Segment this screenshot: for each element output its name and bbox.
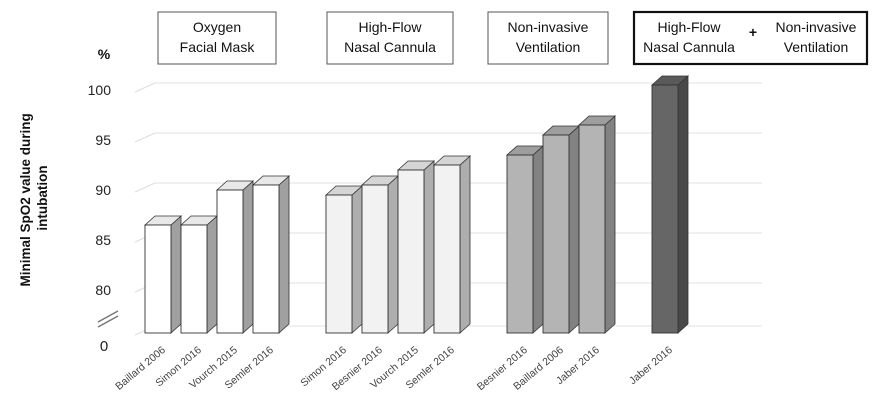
y-axis-title-line-2: intubation: [35, 165, 50, 230]
bar: [215, 180, 255, 334]
bar: [324, 185, 364, 334]
bar-front: [651, 84, 679, 334]
group-header-box: [632, 10, 869, 66]
y-axis: 80 85 90 95 100: [88, 82, 119, 328]
bar: [541, 125, 581, 334]
bar: [432, 155, 472, 334]
group-header-text: Non-invasive: [776, 19, 857, 35]
bar: [650, 75, 690, 334]
group-header: High-Flow Nasal Cannula + Non-invasive Venti…: [632, 10, 869, 66]
bar-side: [677, 75, 689, 334]
bar-front: [216, 189, 244, 334]
bar-front: [433, 164, 461, 334]
bar-front: [506, 154, 534, 334]
y-axis-unit: %: [98, 46, 111, 62]
bar: [577, 115, 617, 334]
gridline-depth: [134, 132, 156, 143]
axis-break-mark: [97, 310, 119, 328]
group-header-box: [326, 11, 454, 65]
group-header-box: [157, 11, 277, 65]
y-tick-label: 85: [95, 232, 111, 248]
group-header: Oxygen Facial Mask: [157, 11, 277, 65]
bar-front: [397, 169, 425, 334]
group-headers: Oxygen Facial Mask High-Flow Nasal Cannula N…: [157, 10, 869, 66]
y-axis-title: Minimal SpO2 value during intubation: [18, 109, 50, 286]
group-header-plus: +: [749, 24, 757, 40]
bar-front: [325, 194, 353, 334]
bar: [143, 215, 183, 334]
group-header-text: Oxygen: [193, 19, 241, 35]
bar-side: [278, 175, 290, 334]
bar-front: [361, 184, 389, 334]
x-category-label: Jaber 2016: [627, 344, 675, 387]
bar: [360, 175, 400, 334]
y-tick-label: 100: [88, 82, 112, 98]
bar-front: [542, 134, 570, 334]
group-header-text: Ventilation: [784, 39, 849, 55]
bar-side: [568, 125, 580, 334]
group-header-text: Nasal Cannula: [344, 39, 436, 55]
bar: [505, 145, 545, 334]
group-header-text: Facial Mask: [180, 39, 256, 55]
y-tick-label: 80: [95, 282, 111, 298]
bars: [143, 75, 690, 334]
group-header-text: Nasal Cannula: [643, 39, 735, 55]
group-header: High-Flow Nasal Cannula: [326, 11, 454, 65]
bar-side: [532, 145, 544, 334]
bar-front: [252, 184, 280, 334]
bar-side: [387, 175, 399, 334]
bar-front: [578, 124, 606, 334]
group-header-box: [487, 11, 609, 65]
bar-side: [459, 155, 471, 334]
group-header-text: High-Flow: [358, 19, 422, 35]
bar: [179, 215, 219, 334]
bar-side: [423, 160, 435, 334]
gridline-depth: [134, 82, 156, 93]
bar-side: [206, 215, 218, 334]
group-header-text: Ventilation: [516, 39, 581, 55]
group-header: Non-invasive Ventilation: [487, 11, 609, 65]
bar: [251, 175, 291, 334]
y-axis-title-line-1: Minimal SpO2 value during: [18, 113, 33, 286]
y-axis-zero-label: 0: [100, 338, 108, 355]
group-header-text: Non-invasive: [508, 19, 589, 35]
bar: [396, 160, 436, 334]
bar-side: [242, 180, 254, 334]
bar-side: [604, 115, 616, 334]
bar-side: [170, 215, 182, 334]
y-tick-label: 95: [95, 132, 111, 148]
bar-side: [351, 185, 363, 334]
bar-front: [180, 224, 208, 334]
bar-front: [144, 224, 172, 334]
gridline-depth: [134, 182, 156, 193]
y-tick-label: 90: [95, 182, 111, 198]
group-header-text: High-Flow: [657, 19, 721, 35]
